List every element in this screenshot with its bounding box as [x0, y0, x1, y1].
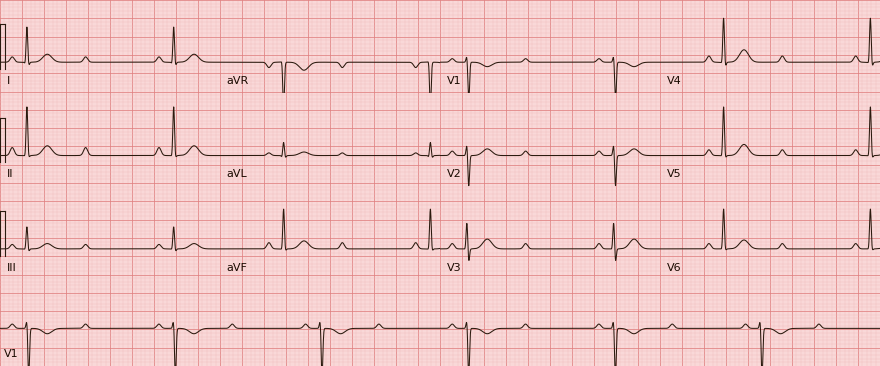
Text: V3: V3 — [447, 262, 461, 273]
Text: III: III — [7, 262, 17, 273]
Text: V5: V5 — [667, 169, 681, 179]
Text: aVF: aVF — [227, 262, 247, 273]
Text: V1: V1 — [447, 76, 461, 86]
Text: aVL: aVL — [227, 169, 247, 179]
Text: I: I — [7, 76, 10, 86]
Text: V1: V1 — [4, 349, 19, 359]
Text: V4: V4 — [667, 76, 681, 86]
Text: V6: V6 — [667, 262, 681, 273]
Text: aVR: aVR — [227, 76, 249, 86]
Text: V2: V2 — [447, 169, 461, 179]
Text: II: II — [7, 169, 13, 179]
